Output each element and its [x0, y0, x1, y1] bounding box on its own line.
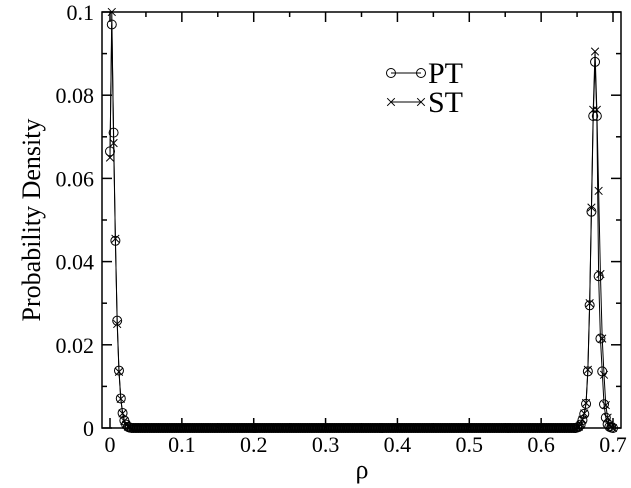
x-marker: [116, 394, 125, 404]
x-marker: [416, 97, 426, 107]
x-tick-label: 0.1: [168, 432, 196, 457]
x-axis-label: ρ: [356, 455, 369, 484]
x-marker: [114, 367, 124, 376]
x-marker: [578, 415, 587, 424]
x-marker: [585, 299, 594, 308]
legend-label: ST: [428, 86, 463, 119]
x-tick-label: 0.4: [384, 432, 412, 457]
x-marker: [127, 423, 136, 433]
circle-marker: [600, 412, 611, 423]
y-tick-label: 0: [83, 416, 94, 441]
x-marker: [580, 409, 589, 418]
legend-item-st: ST: [386, 86, 463, 119]
x-marker: [601, 400, 610, 410]
tick-labels: 0 0.1 0.2 0.3 0.4 0.5 0.6 0.7 0 0.02 0.04 0.06 0.08 0…: [56, 0, 627, 457]
circle-marker: [602, 419, 613, 430]
series-layer: [105, 7, 618, 433]
circle-marker: [595, 333, 606, 344]
x-marker: [118, 409, 127, 418]
x-tick-label: 0: [105, 432, 116, 457]
x-marker: [105, 153, 115, 162]
x-marker: [386, 97, 396, 107]
x-marker: [109, 138, 118, 148]
x-marker: [608, 423, 618, 433]
y-tick-label: 0.04: [56, 250, 95, 275]
circle-marker: [386, 68, 396, 78]
legend-item-pt: PT: [386, 57, 463, 90]
x-marker: [594, 186, 603, 196]
x-tick-label: 0.2: [240, 432, 268, 457]
x-marker: [113, 319, 122, 329]
circle-marker: [117, 408, 128, 419]
x-marker: [576, 420, 585, 429]
x-marker: [592, 105, 601, 114]
x-marker: [589, 105, 598, 114]
series-pt: [105, 19, 618, 433]
y-tick-label: 0.08: [56, 83, 95, 108]
x-tick-label: 0.7: [599, 432, 627, 457]
x-marker: [581, 398, 591, 408]
legend-label: PT: [428, 57, 463, 90]
series-st: [105, 7, 618, 433]
circle-marker: [608, 423, 618, 433]
x-marker: [583, 365, 593, 374]
y-axis-label: Probability Density: [17, 119, 46, 322]
x-marker: [603, 413, 612, 422]
x-marker: [107, 7, 116, 17]
x-marker: [590, 47, 600, 56]
x-marker: [596, 269, 605, 279]
y-tick-label: 0.1: [67, 0, 95, 25]
series-line: [109, 11, 614, 429]
x-tick-label: 0.6: [527, 432, 555, 457]
circle-marker: [416, 68, 426, 78]
y-tick-label: 0.02: [56, 333, 95, 358]
x-marker: [111, 234, 120, 243]
x-marker: [599, 370, 609, 379]
x-marker: [125, 423, 134, 432]
x-tick-label: 0.5: [456, 432, 484, 457]
circle-marker: [599, 399, 610, 410]
x-marker: [569, 423, 578, 433]
series-line: [109, 24, 614, 429]
x-marker: [587, 203, 596, 212]
x-marker: [598, 334, 607, 343]
axis-ticks: [102, 11, 621, 429]
x-tick-label: 0.3: [312, 432, 340, 457]
plot-frame: [101, 11, 622, 429]
y-tick-label: 0.06: [56, 166, 95, 191]
